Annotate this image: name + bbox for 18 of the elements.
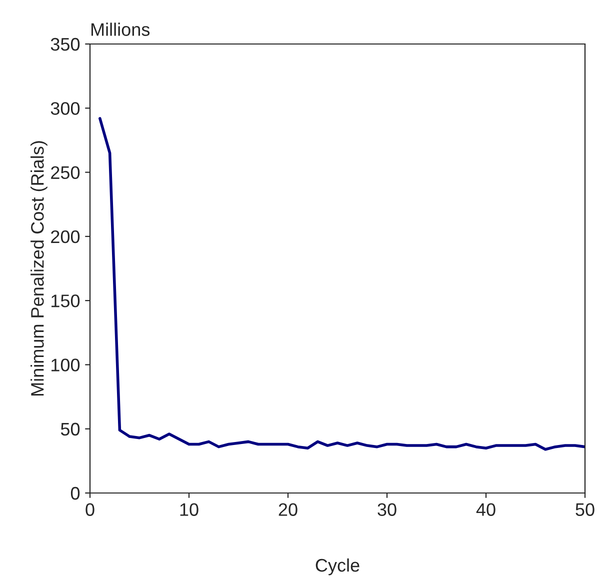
y-tick-label: 100 [52,358,80,372]
y-tick-label: 350 [50,38,80,51]
x-tick-label: 40 [476,503,496,516]
line-series [98,117,585,451]
x-axis-title: Cycle [316,558,360,576]
x-tick-label: 20 [278,503,298,516]
y-axis-title: Minimum Penalized Cost (Rials) [30,141,48,396]
y-tick-label: 300 [50,102,80,115]
x-tick-label: 0 [86,503,94,516]
y-tick-label: 150 [52,294,80,308]
y-tick-label: 250 [51,166,80,180]
text: Millions [91,22,150,36]
y-tick-label: 50 [60,422,80,436]
y-tick-label: 0 [70,486,80,500]
x-tick-label: 10 [180,503,198,516]
x-tick-label: 30 [378,503,396,516]
y-tick-label: 200 [51,230,80,244]
x-tick-label: 50 [576,503,594,516]
